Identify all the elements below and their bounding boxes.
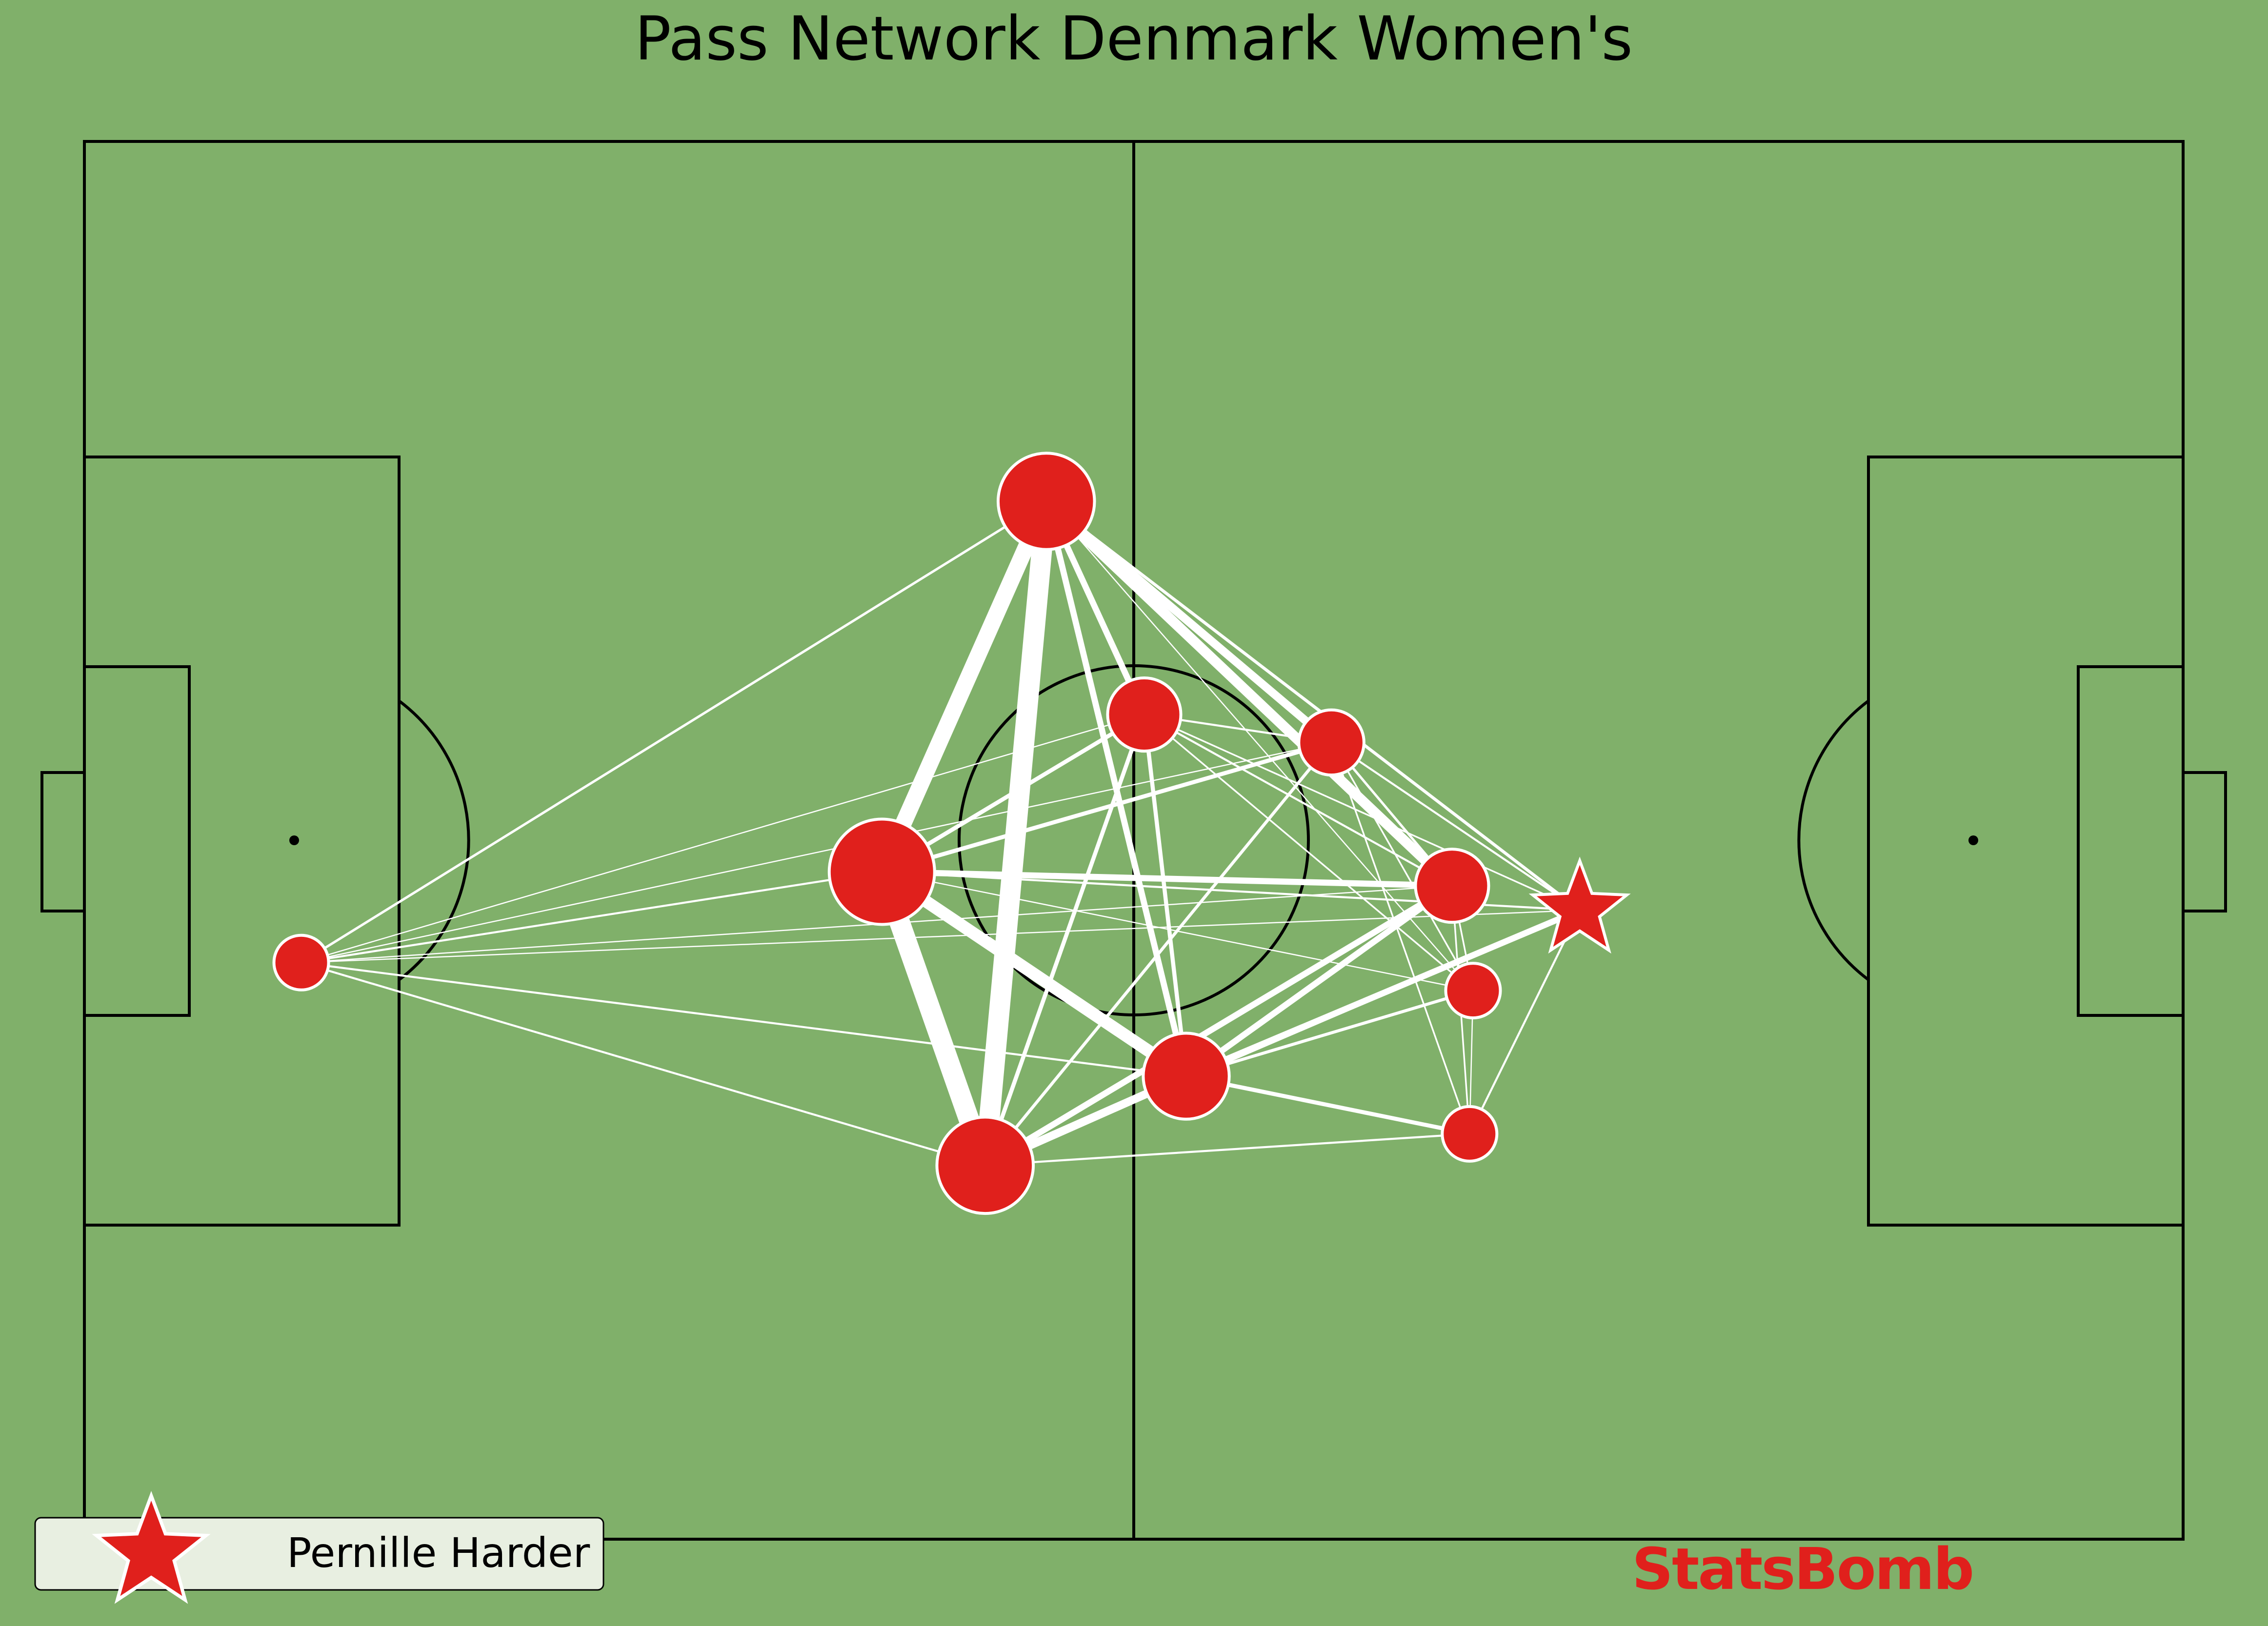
player-node-p1 <box>996 452 1096 551</box>
pass-edge-p6-p10 <box>1468 910 1581 1134</box>
brand-logo: StatsBomb <box>1632 1535 1973 1603</box>
pass-edge-p2-p8 <box>1142 714 1188 1077</box>
pass-edge-p9-p2 <box>983 714 1146 1166</box>
player-node-p6 <box>1528 856 1631 954</box>
pass-edge-p3-p7 <box>1330 742 1474 991</box>
pass-edge-gk-p9 <box>301 961 985 1167</box>
player-node-p7 <box>1444 962 1502 1020</box>
player-nodes <box>272 452 1631 1215</box>
pass-edge-p4-p3 <box>881 740 1332 874</box>
pass-edge-p1-p4 <box>874 498 1054 875</box>
right-penalty-arc <box>1797 699 1869 981</box>
player-node-p8 <box>1142 1031 1231 1121</box>
pass-edge-p6-p3 <box>1330 741 1581 912</box>
pass-edge-p4-p5 <box>882 869 1452 889</box>
player-node-p10 <box>1441 1105 1499 1163</box>
pass-edge-p9-p1 <box>983 501 1048 1166</box>
player-node-p5 <box>1414 848 1490 924</box>
pass-edge-gk-p8 <box>301 961 1186 1077</box>
pass-edge-gk-p4 <box>301 871 883 964</box>
legend-label: Pernille Harder <box>287 1529 590 1577</box>
pass-edge-p3-p10 <box>1330 742 1470 1134</box>
right-penalty-spot <box>1968 835 1978 845</box>
pass-edge-gk-p6 <box>301 910 1580 964</box>
pass-edge-p3-p9 <box>984 742 1332 1166</box>
pass-edge-p1-p6 <box>1045 500 1581 912</box>
pass-edge-gk-p1 <box>301 500 1047 964</box>
pass-edge-p6-p2 <box>1144 714 1580 911</box>
left-penalty-arc <box>398 699 470 981</box>
centre-circle <box>958 664 1310 1016</box>
legend: Pernille Harder <box>34 1490 604 1604</box>
left-goal <box>40 771 86 912</box>
player-node-p3 <box>1297 708 1365 777</box>
pass-edge-p4-p7 <box>882 871 1473 991</box>
pass-edge-p2-p7 <box>1144 714 1474 991</box>
pass-edge-p9-p5 <box>983 883 1454 1168</box>
chart-title: Pass Network Denmark Women's <box>635 4 1633 74</box>
pass-edge-p2-p5 <box>1144 714 1453 887</box>
pass-edge-p1-p3 <box>1044 498 1334 746</box>
legend-star-icon <box>92 1490 211 1604</box>
player-node-p2 <box>1106 676 1183 753</box>
left-penalty-spot <box>289 835 299 845</box>
player-node-gk <box>272 933 330 991</box>
pass-edge-p9-p10 <box>985 1132 1470 1167</box>
pass-edge-gk-p3 <box>301 742 1332 963</box>
pass-edge-p9-p6 <box>984 909 1581 1167</box>
pass-edge-p8-p10 <box>1185 1074 1470 1136</box>
player-node-p4 <box>827 817 936 926</box>
pass-edges <box>301 497 1581 1170</box>
pass-edge-p1-p7 <box>1045 501 1474 991</box>
pitch-markings <box>40 140 2227 1541</box>
player-node-p9 <box>935 1115 1035 1215</box>
right-goal <box>2182 771 2227 912</box>
pass-edge-gk-p2 <box>301 714 1144 963</box>
pass-edge-p8-p7 <box>1185 989 1474 1078</box>
pass-edge-p4-p8 <box>878 867 1190 1082</box>
